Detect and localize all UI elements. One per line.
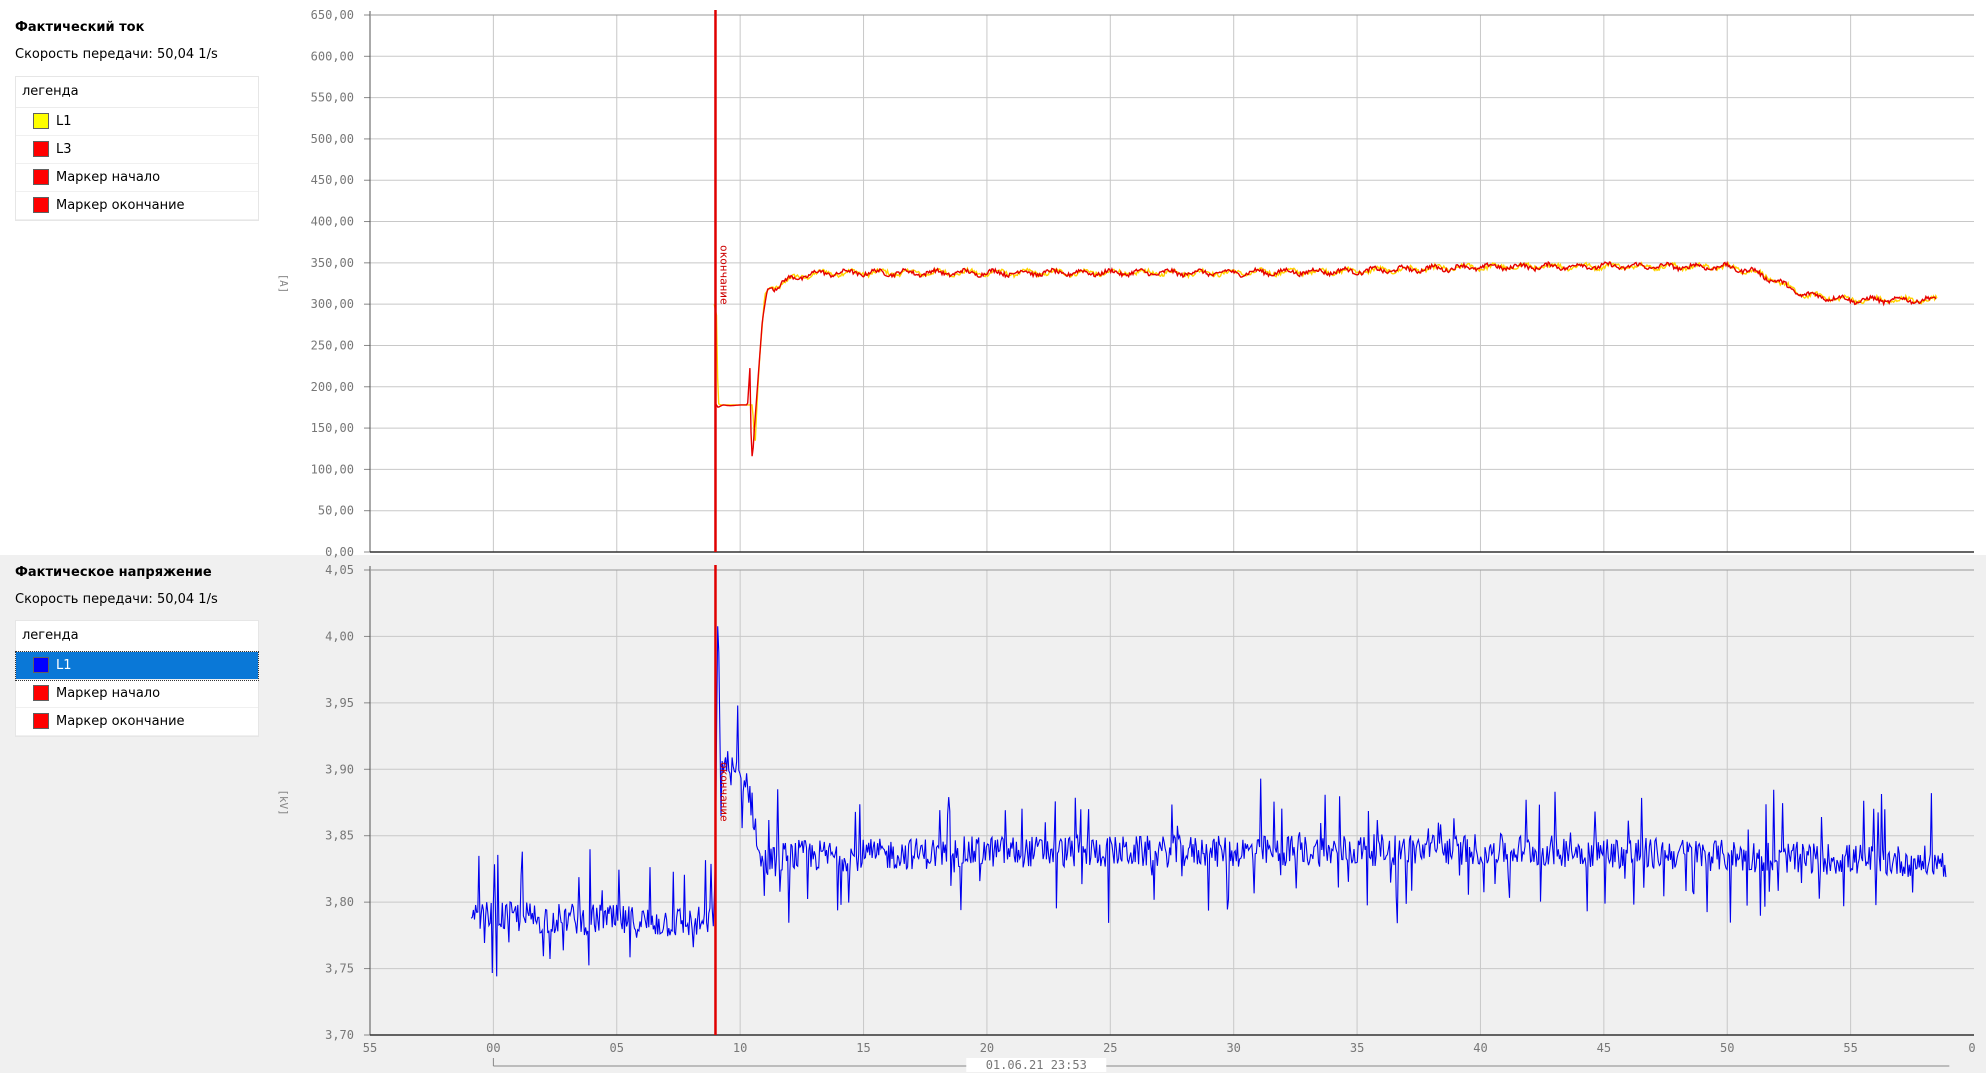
x-tick-label: 45 xyxy=(1597,1041,1611,1055)
legend-title: легенда xyxy=(16,621,258,652)
x-tick-label: 40 xyxy=(1473,1041,1487,1055)
y-tick-label: 200,00 xyxy=(311,380,354,394)
legend-item-l3[interactable]: L3 xyxy=(16,136,258,164)
y-tick-label: 550,00 xyxy=(311,91,354,105)
legend-label: Маркер окончание xyxy=(56,198,185,213)
x-tick-label: 0 xyxy=(1968,1041,1975,1055)
panel-title: Фактический ток xyxy=(15,20,145,35)
current-chart: 0,00 50,00 100,00 150,00 200,00 250,00 300,00 3… xyxy=(277,8,1974,559)
legend-label: Маркер начало xyxy=(56,170,161,185)
y-tick-label: 4,00 xyxy=(325,629,354,643)
x-tick-label: 15 xyxy=(856,1041,870,1055)
legend-item-marker-start[interactable]: Маркер начало xyxy=(16,680,258,708)
legend-label: L1 xyxy=(56,658,72,673)
current-plot-background xyxy=(262,0,1986,555)
legend-label: Маркер окончание xyxy=(56,714,185,729)
transfer-rate: Скорость передачи: 50,04 1/s xyxy=(15,592,218,607)
series-line-l1 xyxy=(470,626,1947,977)
y-tick-label: 300,00 xyxy=(311,297,354,311)
legend: легенда L1 L3 Маркер начало Маркер оконч… xyxy=(15,76,259,221)
current-panel: Фактический ток Скорость передачи: 50,04… xyxy=(0,0,262,555)
yellow-swatch-icon xyxy=(33,113,49,129)
legend-title: легенда xyxy=(16,77,258,108)
x-tick-label: 50 xyxy=(1720,1041,1734,1055)
transfer-rate: Скорость передачи: 50,04 1/s xyxy=(15,47,218,62)
red-swatch-icon xyxy=(33,197,49,213)
y-tick-label: 3,75 xyxy=(325,962,354,976)
marker-label: окончание xyxy=(717,762,730,822)
legend-item-marker-end[interactable]: Маркер окончание xyxy=(16,192,258,220)
voltage-plot-background xyxy=(262,555,1986,1073)
legend: легенда L1 Маркер начало Маркер окончани… xyxy=(15,620,259,737)
legend-item-marker-end[interactable]: Маркер окончание xyxy=(16,708,258,736)
legend-label: L3 xyxy=(56,142,72,157)
y-tick-label: 600,00 xyxy=(311,49,354,63)
x-tick-label: 05 xyxy=(610,1041,624,1055)
legend-item-marker-start[interactable]: Маркер начало xyxy=(16,164,258,192)
y-axis-label: [A] xyxy=(277,274,290,294)
voltage-panel: Фактическое напряжение Скорость передачи… xyxy=(0,555,262,1073)
y-tick-label: 250,00 xyxy=(311,338,354,352)
voltage-chart: 3,70 3,75 3,80 3,85 3,90 3,95 4,00 4,05 [kV] окон… xyxy=(277,563,1974,1042)
x-tick-label: 20 xyxy=(980,1041,994,1055)
y-tick-label: 3,70 xyxy=(325,1028,354,1042)
y-tick-label: 400,00 xyxy=(311,215,354,229)
y-tick-label: 3,80 xyxy=(325,895,354,909)
red-swatch-icon xyxy=(33,169,49,185)
chart-canvas[interactable]: 0,00 50,00 100,00 150,00 200,00 250,00 300,00 3… xyxy=(262,0,1986,1073)
panel-title: Фактическое напряжение xyxy=(15,565,212,580)
x-tick-label: 30 xyxy=(1226,1041,1240,1055)
y-tick-label: 0,00 xyxy=(325,545,354,559)
red-swatch-icon xyxy=(33,141,49,157)
y-tick-label: 150,00 xyxy=(311,421,354,435)
x-tick-label: 10 xyxy=(733,1041,747,1055)
marker-label: окончание xyxy=(717,245,730,305)
date-label-background xyxy=(966,1058,1107,1072)
red-swatch-icon xyxy=(33,685,49,701)
y-tick-label: 50,00 xyxy=(318,504,354,518)
x-tick-label: 00 xyxy=(486,1041,500,1055)
y-tick-label: 350,00 xyxy=(311,256,354,270)
y-tick-label: 3,85 xyxy=(325,829,354,843)
legend-label: L1 xyxy=(56,114,72,129)
y-tick-label: 450,00 xyxy=(311,173,354,187)
blue-swatch-icon xyxy=(33,657,49,673)
y-axis-label: [kV] xyxy=(277,789,290,816)
y-tick-label: 3,95 xyxy=(325,696,354,710)
x-tick-label: 55 xyxy=(363,1041,377,1055)
y-tick-label: 100,00 xyxy=(311,462,354,476)
series-line-l3 xyxy=(714,260,1937,457)
y-tick-label: 500,00 xyxy=(311,132,354,146)
x-axis: 55 00 05 10 15 20 25 30 35 40 45 50 55 0 01.06.21 23:5… xyxy=(363,1041,1976,1072)
y-tick-label: 4,05 xyxy=(325,563,354,577)
legend-label: Маркер начало xyxy=(56,686,161,701)
chart-area[interactable]: 0,00 50,00 100,00 150,00 200,00 250,00 300,00 3… xyxy=(262,0,1986,1073)
x-tick-label: 25 xyxy=(1103,1041,1117,1055)
legend-item-l1[interactable]: L1 xyxy=(16,108,258,136)
x-tick-label: 35 xyxy=(1350,1041,1364,1055)
legend-item-l1[interactable]: L1 xyxy=(15,651,259,681)
red-swatch-icon xyxy=(33,713,49,729)
y-tick-label: 650,00 xyxy=(311,8,354,22)
date-label: 01.06.21 23:53 xyxy=(986,1058,1087,1072)
y-tick-label: 3,90 xyxy=(325,762,354,776)
x-tick-label: 55 xyxy=(1843,1041,1857,1055)
